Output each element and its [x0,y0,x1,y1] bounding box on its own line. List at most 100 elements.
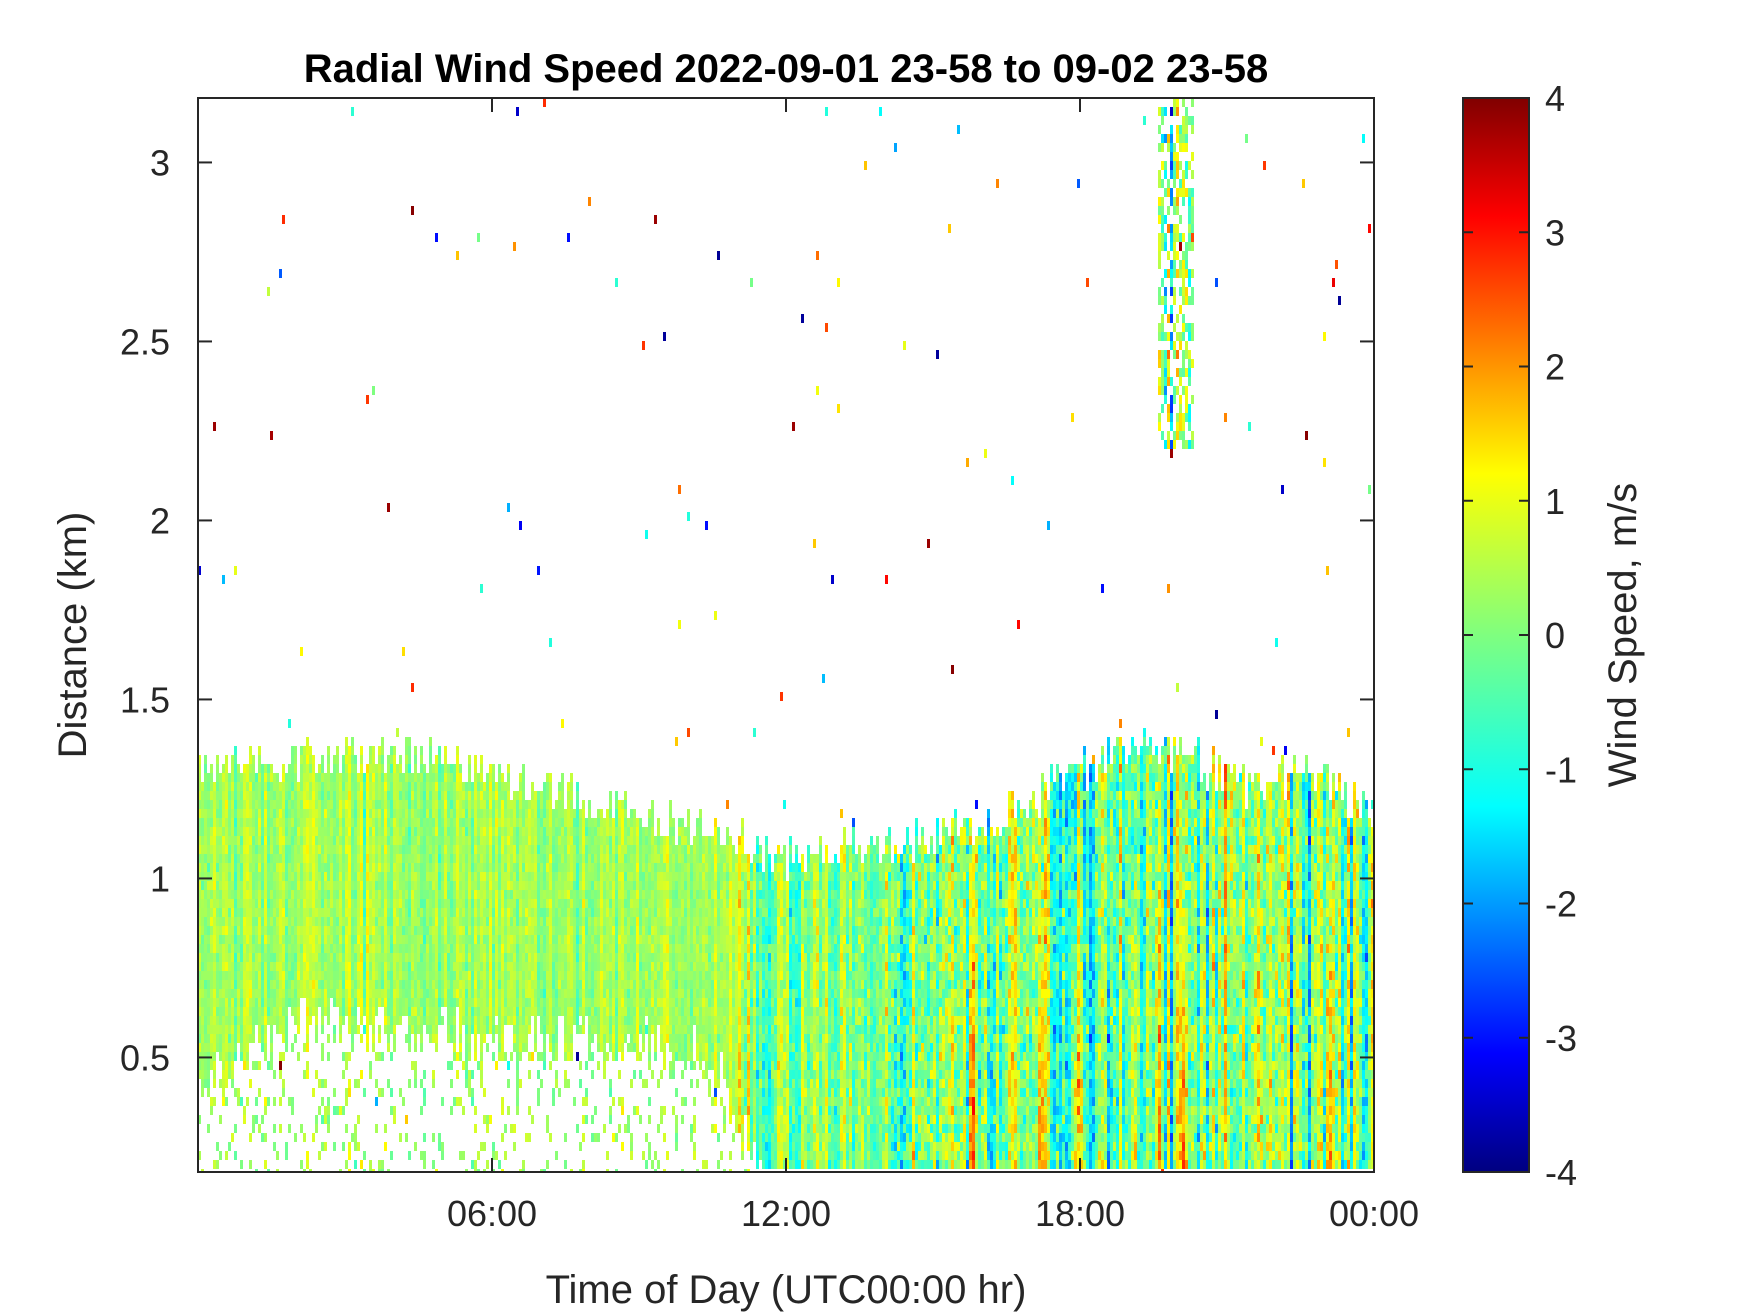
heatmap-cell [594,935,597,944]
heatmap-cell [243,881,246,890]
heatmap-cell [327,827,330,836]
heatmap-cell [405,818,408,827]
heatmap-cell [474,917,477,926]
heatmap-cell [231,890,234,899]
heatmap-cell [399,890,402,899]
heatmap-cell [462,935,465,944]
heatmap-cell [354,1079,357,1088]
heatmap-cell [459,908,462,917]
heatmap-cell [540,791,543,800]
heatmap-cell [636,953,639,962]
heatmap-cell [558,944,561,953]
heatmap-cell [372,962,375,971]
heatmap-cell [519,1016,522,1025]
heatmap-cell [498,836,501,845]
heatmap-cell [450,854,453,863]
heatmap-cell [261,800,264,809]
heatmap-cell [306,989,309,998]
heatmap-cell [567,980,570,989]
heatmap-cell [648,1061,651,1070]
heatmap-cell [459,962,462,971]
heatmap-cell [435,1007,438,1016]
heatmap-cell [501,836,504,845]
heatmap-cell [417,818,420,827]
heatmap-cell [456,872,459,881]
heatmap-cell [438,746,441,755]
heatmap-cell [306,809,309,818]
heatmap-cell [534,1025,537,1034]
heatmap-cell [297,908,300,917]
heatmap-cell [402,1007,405,1016]
heatmap-cell [309,755,312,764]
heatmap-cell [339,818,342,827]
heatmap-cell [591,1133,594,1142]
heatmap-cell [318,899,321,908]
heatmap-cell [477,863,480,872]
heatmap-cell [285,1151,288,1160]
heatmap-cell [216,908,219,917]
heatmap-cell [459,1007,462,1016]
heatmap-cell [543,926,546,935]
heatmap-cell [261,881,264,890]
heatmap-cell [312,872,315,881]
heatmap-cell [588,872,591,881]
heatmap-cell [348,872,351,881]
heatmap-cell [462,800,465,809]
heatmap-cell [645,980,648,989]
heatmap-cell [363,971,366,980]
heatmap-cell [234,1052,237,1061]
heatmap-cell [534,818,537,827]
heatmap-cell [207,872,210,881]
heatmap-cell [564,836,567,845]
heatmap-cell [270,998,273,1007]
heatmap-cell [468,827,471,836]
heatmap-cell [252,989,255,998]
heatmap-cell [309,881,312,890]
heatmap-cell [240,899,243,908]
heatmap-cell [651,890,654,899]
heatmap-cell [393,980,396,989]
heatmap-cell [393,854,396,863]
heatmap-cell [261,818,264,827]
heatmap-cell [201,845,204,854]
heatmap-cell [573,971,576,980]
heatmap-cell [222,764,225,773]
heatmap-cell [606,881,609,890]
heatmap-cell [240,1043,243,1052]
heatmap-cell [429,908,432,917]
heatmap-cell [417,953,420,962]
heatmap-cell [414,872,417,881]
heatmap-cell [648,845,651,854]
heatmap-cell [294,746,297,755]
heatmap-cell [402,881,405,890]
heatmap-cell [444,782,447,791]
heatmap-cell [450,1034,453,1043]
heatmap-cell [519,791,522,800]
heatmap-cell [264,908,267,917]
heatmap-cell [609,1079,612,1088]
heatmap-cell [222,971,225,980]
heatmap-cell [645,899,648,908]
heatmap-cell [261,926,264,935]
heatmap-cell [612,1034,615,1043]
heatmap-cell [636,1016,639,1025]
heatmap-cell [600,908,603,917]
heatmap-cell [468,953,471,962]
heatmap-cell [498,1007,501,1016]
heatmap-cell [486,944,489,953]
heatmap-cell [267,1007,270,1016]
heatmap-cell [525,836,528,845]
heatmap-cell [615,791,618,800]
heatmap-cell [405,971,408,980]
heatmap-cell [597,881,600,890]
heatmap-cell [471,845,474,854]
heatmap-cell [330,962,333,971]
heatmap-cell [300,962,303,971]
heatmap-cell [198,845,201,854]
heatmap-cell [639,998,642,1007]
heatmap-cell [228,971,231,980]
heatmap-cell [405,1133,408,1142]
heatmap-cell [306,1025,309,1034]
heatmap-cell [447,917,450,926]
heatmap-cell [240,953,243,962]
